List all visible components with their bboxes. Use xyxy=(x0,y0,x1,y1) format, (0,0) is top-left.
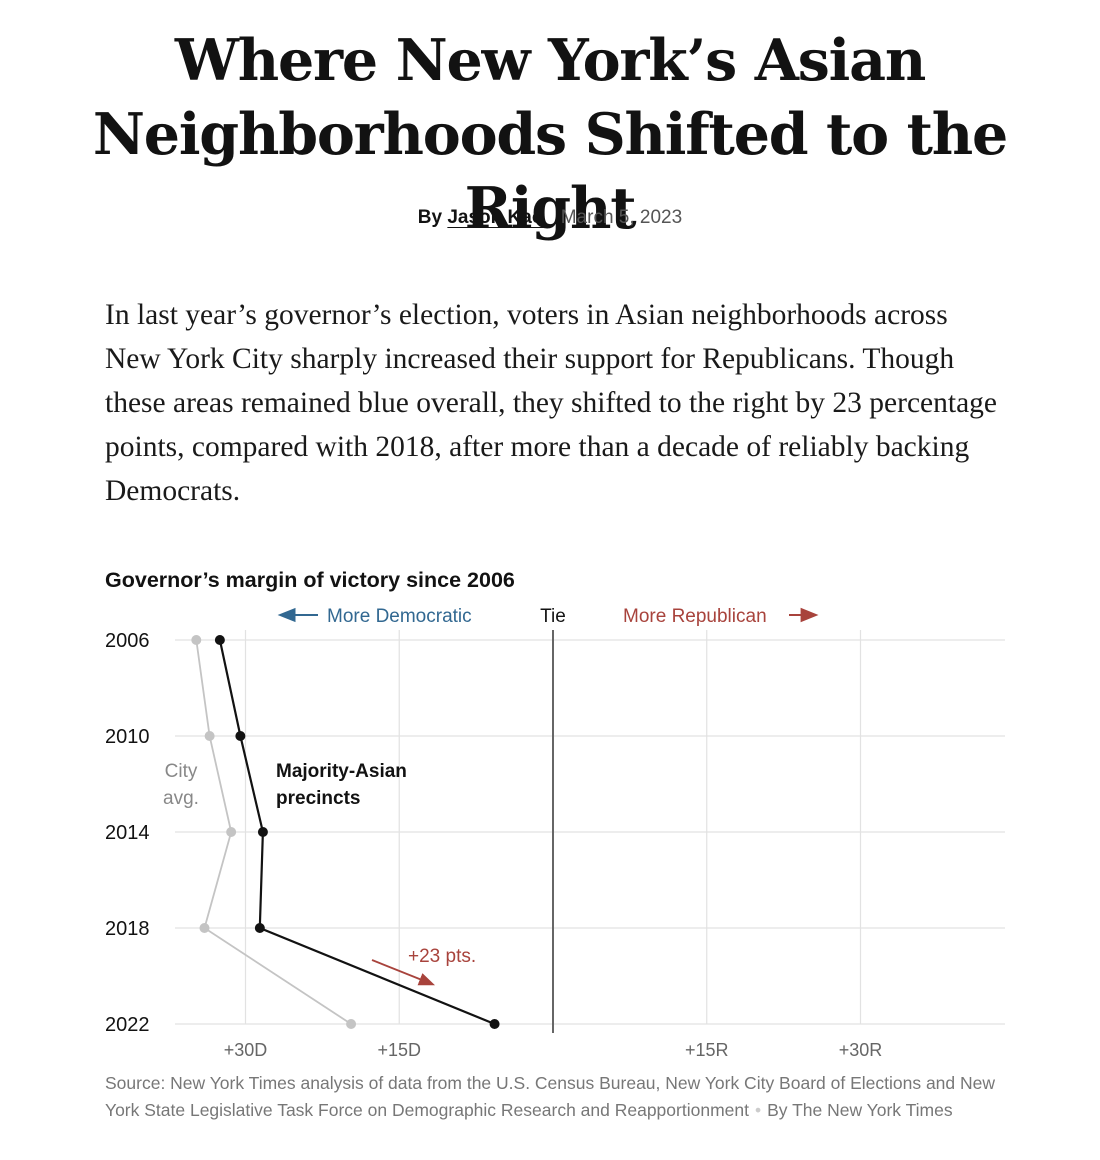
year-tick-label: 2006 xyxy=(105,630,150,652)
year-tick-label: 2022 xyxy=(105,1014,150,1036)
grid xyxy=(175,630,1005,1033)
byline: By Jason Kao March 5, 2023 xyxy=(0,207,1100,229)
label-line: precincts xyxy=(276,788,360,809)
x-tick-label: +15D xyxy=(377,1040,421,1060)
data-point xyxy=(214,635,225,645)
data-point xyxy=(191,635,202,645)
separator-dot: • xyxy=(754,1100,762,1120)
label-line: avg. xyxy=(163,788,199,809)
author-link[interactable]: Jason Kao xyxy=(447,207,544,228)
data-point xyxy=(226,827,237,837)
data-point xyxy=(204,731,215,741)
x-tick-label: +30R xyxy=(839,1040,883,1060)
data-point xyxy=(254,923,265,933)
more-democratic-label: More Democratic xyxy=(327,606,472,627)
byline-prefix: By xyxy=(417,207,443,228)
data-point xyxy=(489,1019,500,1029)
data-point xyxy=(346,1019,357,1029)
margin-chart: More Democratic Tie More Republican 2006… xyxy=(105,606,1005,1060)
x-tick-label: +30D xyxy=(224,1040,268,1060)
label-line: City xyxy=(165,761,198,782)
axes: More Democratic Tie More Republican 2006… xyxy=(105,606,882,1060)
chart-title: Governor’s margin of victory since 2006 xyxy=(105,568,515,592)
publish-date: March 5, 2023 xyxy=(560,207,683,228)
source-note: Source: New York Times analysis of data … xyxy=(105,1070,1005,1124)
x-tick-label: +15R xyxy=(685,1040,729,1060)
source-text: Source: New York Times analysis of data … xyxy=(105,1073,996,1120)
more-republican-label: More Republican xyxy=(623,606,767,627)
city-avg-label: City avg. xyxy=(163,761,199,809)
series-labels: City avg. Majority-Asian precincts +23 pts… xyxy=(163,761,476,986)
year-tick-label: 2010 xyxy=(105,726,150,748)
year-tick-label: 2014 xyxy=(105,822,150,844)
headline: Where New York’s Asian Neighborhoods Shi… xyxy=(92,27,1008,242)
data-point xyxy=(199,923,210,933)
data-point xyxy=(235,731,246,741)
data-point xyxy=(257,827,268,837)
shift-annotation: +23 pts. xyxy=(408,946,476,967)
shift-arrow xyxy=(371,959,436,986)
series xyxy=(191,635,500,1029)
label-line: Majority-Asian xyxy=(276,761,407,782)
majority-asian-label: Majority-Asian precincts xyxy=(276,761,407,809)
year-tick-label: 2018 xyxy=(105,918,150,940)
credit-text: By The New York Times xyxy=(767,1100,953,1120)
tie-label: Tie xyxy=(540,606,566,627)
summary-paragraph: In last year’s governor’s election, vote… xyxy=(105,299,998,507)
